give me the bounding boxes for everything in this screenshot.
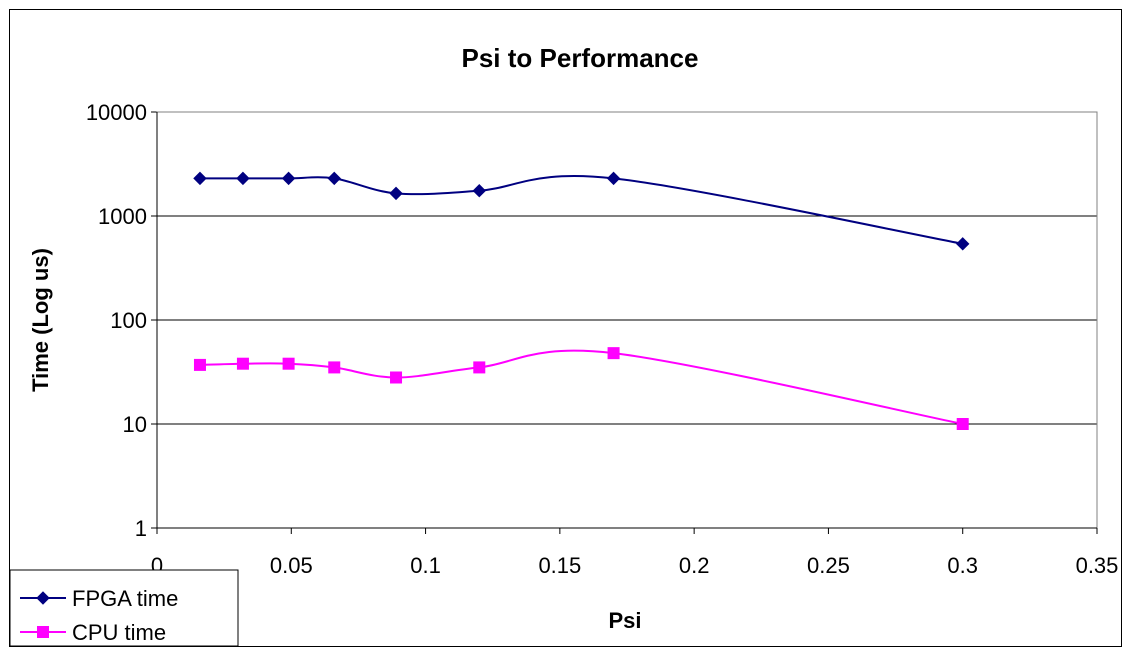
x-axis-title: Psi (608, 608, 641, 633)
chart-frame: Psi to Performance Time (Log us) Psi 1 10… (9, 9, 1122, 647)
data-point-cpu-time (236, 357, 249, 370)
legend: FPGA time CPU time (10, 569, 239, 646)
data-point-cpu-time (390, 371, 403, 384)
y-tick-label: 1000 (98, 204, 147, 229)
axes (151, 111, 1098, 534)
data-point-fpga-time (389, 186, 403, 201)
y-tick-label: 1 (135, 516, 147, 541)
y-tick-label: 100 (110, 308, 147, 333)
data-point-fpga-time (472, 184, 486, 198)
chart-title: Psi to Performance (462, 43, 699, 73)
data-point-cpu-time (282, 357, 295, 370)
series-line-cpu-time (199, 349, 963, 425)
series-line-fpga-time (199, 175, 963, 245)
x-tick-label: 0.35 (1076, 553, 1119, 578)
x-tick-label: 0.2 (679, 553, 710, 578)
data-point-fpga-time (956, 237, 970, 251)
x-tick-label: 0.05 (270, 553, 313, 578)
data-point-fpga-time (327, 171, 341, 186)
series (193, 171, 970, 430)
legend-label-fpga-time: FPGA time (72, 586, 178, 611)
data-point-cpu-time (193, 358, 206, 371)
data-point-fpga-time (281, 171, 296, 186)
chart-svg: Psi to Performance Time (Log us) Psi 1 10… (10, 43, 1119, 646)
y-tick-label: 10000 (86, 100, 147, 125)
data-point-cpu-time (607, 347, 620, 360)
x-tick-label: 0.3 (947, 553, 978, 578)
x-tick-label: 0.25 (807, 553, 850, 578)
series-fpga-time (193, 171, 970, 251)
x-tick-label: 0.15 (538, 553, 581, 578)
data-point-fpga-time (236, 171, 250, 186)
legend-marker-fpga-time (36, 591, 50, 605)
y-axis-title: Time (Log us) (28, 248, 53, 392)
data-point-cpu-time (956, 418, 969, 430)
y-tick-label: 10 (123, 412, 147, 437)
legend-label-cpu-time: CPU time (72, 620, 166, 645)
data-point-cpu-time (473, 361, 486, 374)
x-tick-label: 0.1 (410, 553, 441, 578)
legend-marker-cpu-time (37, 626, 49, 638)
data-point-fpga-time (193, 171, 207, 186)
data-point-cpu-time (328, 361, 341, 374)
series-cpu-time (193, 347, 969, 430)
data-point-fpga-time (606, 171, 621, 186)
grid-lines (157, 111, 1097, 425)
